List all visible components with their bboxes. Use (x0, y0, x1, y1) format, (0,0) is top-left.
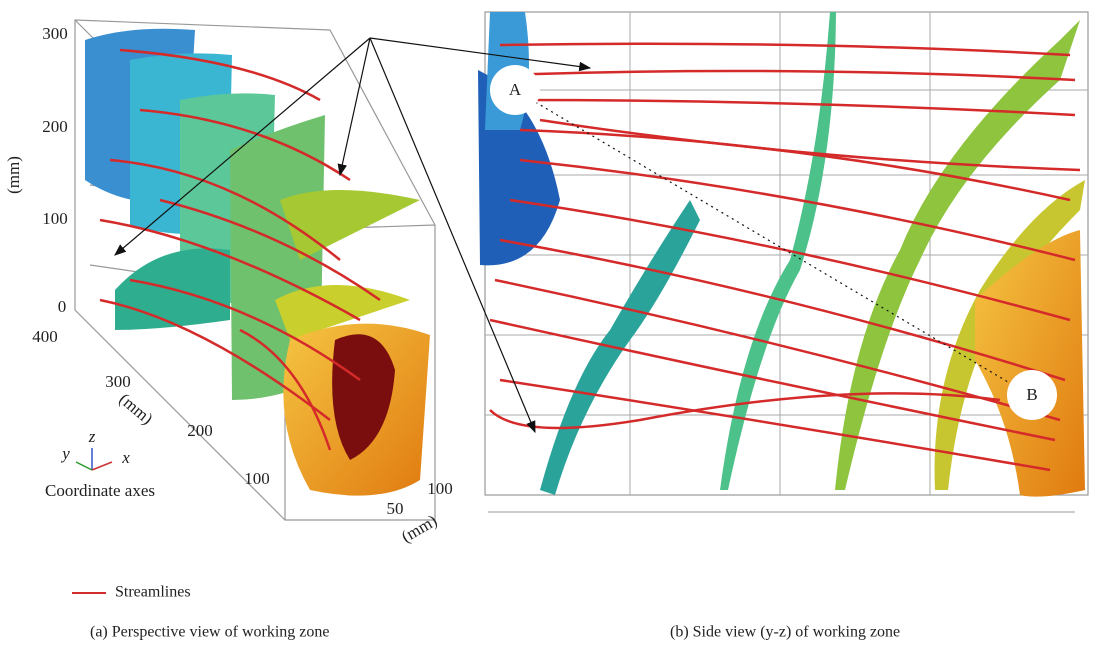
legend-label: Streamlines (115, 584, 191, 601)
y-tick-label: 200 (187, 421, 213, 440)
y-tick-label: 100 (244, 469, 270, 488)
axis-letter: x (121, 448, 130, 467)
z-tick-label: 100 (42, 209, 68, 228)
figure: A B 300 200 100 0 (mm) 400 300 200 100 (… (0, 0, 1093, 650)
panel-a (75, 20, 435, 520)
y-tick-label: 400 (32, 327, 58, 346)
x-axis-label: (mm) (398, 511, 440, 546)
z-tick-label: 300 (42, 24, 68, 43)
axis-letter: y (60, 444, 70, 463)
caption: (b) Side view (y-z) of working zone (670, 624, 900, 641)
x-tick-label: 50 (387, 499, 404, 518)
axis-letter: z (88, 427, 96, 446)
z-tick-label: 200 (42, 117, 68, 136)
panel-b: A B (478, 12, 1088, 512)
y-tick-label: 300 (105, 372, 131, 391)
x-tick-label: 100 (427, 479, 453, 498)
point-label: B (1026, 385, 1037, 404)
surface (975, 230, 1085, 497)
surface (280, 190, 420, 260)
y-axis-label: (mm) (115, 389, 156, 428)
coordinate-axes: z y x Coordinate axes (45, 427, 155, 500)
point-label: A (509, 80, 522, 99)
caption: (a) Perspective view of working zone (90, 624, 329, 641)
z-axis-label: (mm) (4, 156, 23, 194)
z-tick-label: 0 (58, 297, 67, 316)
coordinate-axes-label: Coordinate axes (45, 481, 155, 500)
